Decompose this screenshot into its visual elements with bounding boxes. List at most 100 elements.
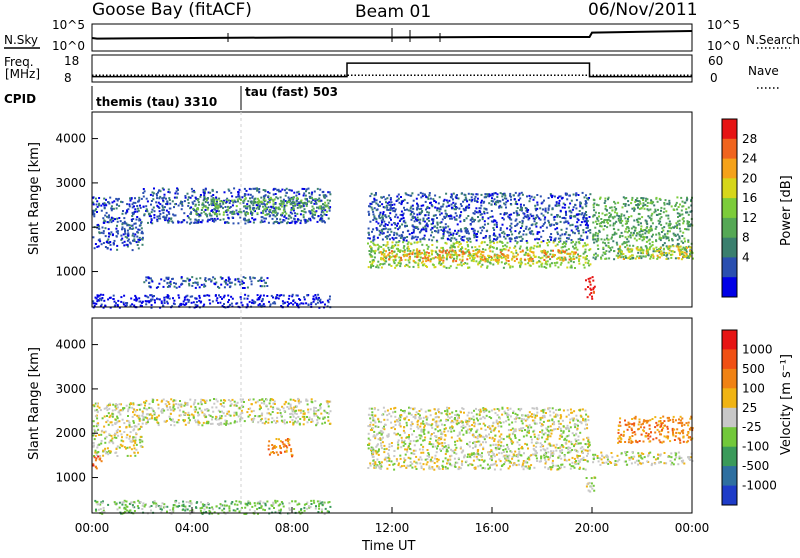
heatmap-cell [393, 245, 395, 247]
heatmap-cell [111, 221, 113, 223]
heatmap-cell [273, 214, 275, 216]
heatmap-cell [187, 205, 189, 207]
heatmap-cell [403, 207, 405, 209]
heatmap-cell [104, 215, 106, 217]
heatmap-cell [471, 196, 473, 198]
heatmap-cell [219, 206, 221, 208]
heatmap-cell [604, 198, 606, 200]
heatmap-cell [652, 254, 654, 256]
heatmap-cell [130, 298, 132, 300]
heatmap-cell [634, 230, 636, 232]
heatmap-cell [642, 252, 644, 254]
heatmap-cell [450, 234, 452, 236]
heatmap-cell [148, 407, 150, 409]
heatmap-cell [380, 212, 382, 214]
heatmap-cell [486, 212, 488, 214]
heatmap-cell [576, 249, 578, 251]
heatmap-cell [453, 246, 455, 248]
heatmap-cell [158, 283, 160, 285]
heatmap-cell [571, 230, 573, 232]
heatmap-cell [236, 405, 238, 407]
heatmap-cell [179, 404, 181, 406]
heatmap-cell [670, 257, 672, 259]
heatmap-cell [98, 245, 100, 247]
heatmap-cell [128, 203, 130, 205]
heatmap-cell [626, 244, 628, 246]
heatmap-cell [394, 267, 396, 269]
heatmap-cell [559, 259, 561, 261]
heatmap-cell [311, 398, 313, 400]
heatmap-cell [295, 195, 297, 197]
heatmap-cell [609, 247, 611, 249]
heatmap-cell [106, 406, 108, 408]
heatmap-cell [314, 294, 316, 296]
heatmap-cell [523, 230, 525, 232]
heatmap-cell [163, 286, 165, 288]
heatmap-cell [524, 259, 526, 261]
heatmap-cell [475, 260, 477, 262]
heatmap-cell [651, 236, 653, 238]
heatmap-cell [439, 226, 441, 228]
heatmap-cell [424, 238, 426, 240]
heatmap-cell [681, 235, 683, 237]
heatmap-cell [616, 242, 618, 244]
heatmap-cell [162, 187, 164, 189]
heatmap-cell [534, 256, 536, 258]
heatmap-cell [137, 244, 139, 246]
heatmap-cell [379, 225, 381, 227]
heatmap-cell [544, 266, 546, 268]
heatmap-cell [484, 256, 486, 258]
heatmap-cell [412, 211, 414, 213]
heatmap-cell [249, 208, 251, 210]
heatmap-cell [420, 257, 422, 259]
heatmap-cell [139, 428, 141, 430]
heatmap-cell [416, 198, 418, 200]
heatmap-cell [288, 303, 290, 305]
heatmap-cell [432, 222, 434, 224]
heatmap-cell [540, 264, 542, 266]
heatmap-cell [229, 304, 231, 306]
heatmap-cell [209, 213, 211, 215]
heatmap-cell [176, 287, 178, 289]
heatmap-cell [625, 228, 627, 230]
heatmap-cell [625, 257, 627, 259]
heatmap-cell [547, 239, 549, 241]
heatmap-cell [384, 253, 386, 255]
heatmap-cell [670, 254, 672, 256]
heatmap-cell [541, 241, 543, 243]
heatmap-cell [133, 205, 135, 207]
heatmap-cell [201, 403, 203, 405]
heatmap-cell [368, 213, 370, 215]
heatmap-cell [427, 258, 429, 260]
heatmap-cell [116, 236, 118, 238]
heatmap-cell [240, 211, 242, 213]
heatmap-cell [178, 205, 180, 207]
heatmap-cell [552, 250, 554, 252]
heatmap-cell [142, 413, 144, 415]
heatmap-cell [503, 248, 505, 250]
heatmap-cell [145, 300, 147, 302]
heatmap-cell [123, 422, 125, 424]
heatmap-cell [368, 228, 370, 230]
heatmap-cell [486, 244, 488, 246]
heatmap-cell [421, 244, 423, 246]
heatmap-cell [167, 222, 169, 224]
heatmap-cell [274, 212, 276, 214]
heatmap-cell [589, 193, 591, 195]
heatmap-cell [173, 206, 175, 208]
heatmap-cell [442, 251, 444, 253]
heatmap-cell [571, 200, 573, 202]
heatmap-cell [536, 202, 538, 204]
heatmap-cell [379, 217, 381, 219]
heatmap-cell [94, 410, 96, 412]
heatmap-cell [642, 205, 644, 207]
heatmap-cell [446, 243, 448, 245]
heatmap-cell [96, 204, 98, 206]
heatmap-cell [93, 213, 95, 215]
heatmap-cell [557, 233, 559, 235]
heatmap-cell [551, 262, 553, 264]
heatmap-cell [116, 207, 118, 209]
heatmap-cell [628, 241, 630, 243]
heatmap-cell [501, 249, 503, 251]
heatmap-cell [203, 199, 205, 201]
